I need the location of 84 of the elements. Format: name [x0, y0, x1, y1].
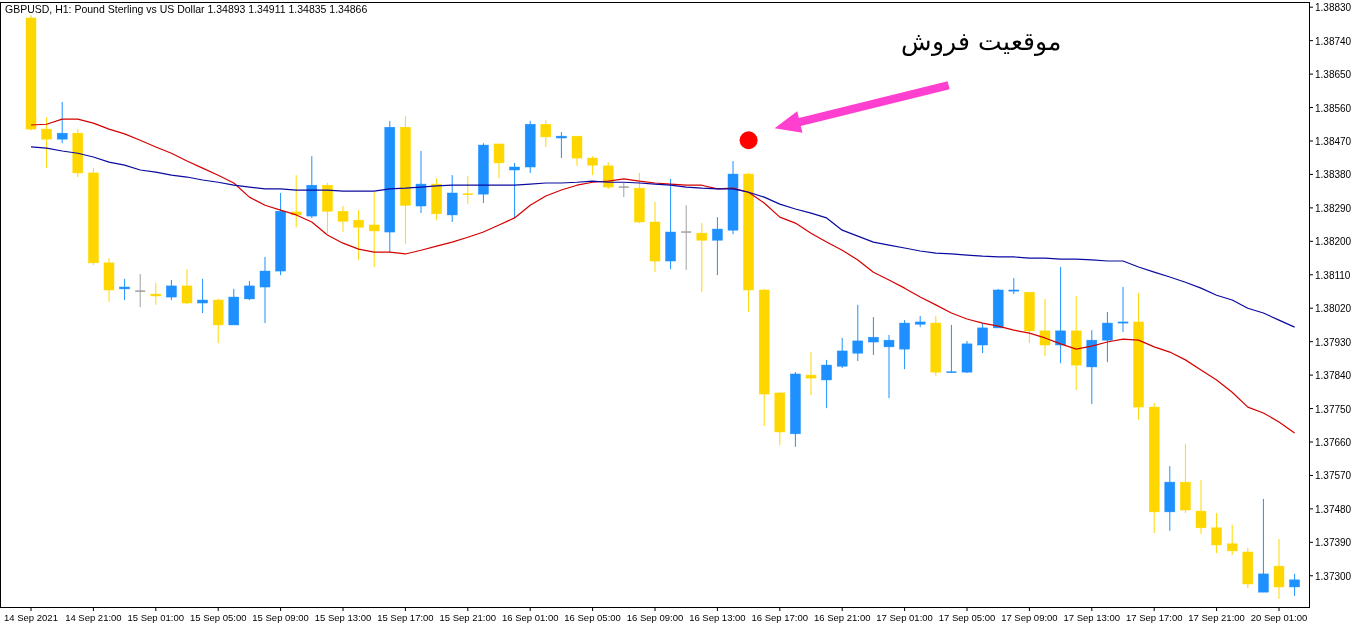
x-tick-label: 17 Sep 01:00	[876, 612, 933, 623]
x-tick-label: 20 Sep 01:00	[1250, 612, 1308, 623]
x-tick-label: 16 Sep 21:00	[813, 612, 871, 623]
y-tick-label: 1.38560	[1315, 102, 1352, 114]
candlestick	[836, 337, 848, 369]
candlestick	[945, 324, 958, 374]
x-tick-label: 16 Sep 09:00	[626, 612, 684, 623]
candlestick	[805, 351, 817, 396]
candlestick	[696, 222, 708, 293]
candlestick	[493, 143, 505, 179]
x-tick-label: 17 Sep 09:00	[1001, 612, 1058, 623]
y-tick-label: 1.38740	[1315, 35, 1352, 47]
y-tick-label: 1.38020	[1315, 303, 1352, 315]
y-tick-label: 1.38110	[1315, 269, 1351, 281]
y-tick-label: 1.37840	[1315, 370, 1352, 382]
x-tick-label: 17 Sep 05:00	[938, 612, 996, 623]
candlestick	[1195, 479, 1207, 535]
candlestick	[977, 322, 988, 354]
candlestick	[1289, 573, 1300, 597]
x-tick-label: 15 Sep 01:00	[127, 612, 185, 623]
candlestick	[166, 279, 177, 301]
chart-title: GBPUSD, H1: Pound Sterling vs US Dollar 1.34893 1.34911 1.34835 1.34866	[5, 3, 368, 15]
x-tick-label: 15 Sep 05:00	[189, 612, 247, 623]
candlestick	[462, 175, 474, 205]
candlestick	[540, 119, 552, 148]
candlestick	[181, 268, 193, 305]
candlestick	[1039, 298, 1051, 357]
y-tick-label: 1.38200	[1315, 236, 1352, 248]
candlestick	[290, 174, 302, 228]
x-tick-label: 16 Sep 05:00	[564, 612, 621, 623]
candlestick	[1226, 524, 1238, 556]
y-tick-label: 1.37750	[1315, 403, 1352, 415]
candlestick	[446, 174, 458, 223]
candlestick	[56, 101, 68, 144]
candlestick	[134, 273, 146, 308]
x-tick-label: 15 Sep 13:00	[314, 612, 372, 623]
candlestick	[883, 334, 895, 399]
x-tick-label: 16 Sep 13:00	[689, 612, 746, 623]
x-tick-label: 17 Sep 13:00	[1063, 612, 1121, 623]
candlestick	[41, 116, 52, 169]
candlestick	[415, 150, 427, 214]
candlestick	[680, 204, 692, 271]
candlestick	[197, 278, 208, 314]
candlestick	[556, 131, 567, 159]
candlestick	[368, 191, 380, 268]
y-tick-label: 1.37390	[1315, 537, 1352, 549]
y-tick-label: 1.37930	[1315, 336, 1352, 348]
candlestick	[1055, 266, 1066, 364]
candlestick	[1273, 538, 1285, 600]
y-tick-label: 1.37480	[1315, 503, 1352, 515]
candlestick	[509, 162, 520, 219]
candlestick	[119, 278, 130, 301]
x-tick-label: 15 Sep 17:00	[377, 612, 434, 623]
y-tick-label: 1.37660	[1315, 437, 1352, 448]
candlestick	[1258, 498, 1269, 593]
y-tick-label: 1.38650	[1315, 69, 1352, 81]
x-tick-label: 14 Sep 2021	[4, 612, 58, 623]
y-tick-label: 1.38470	[1315, 135, 1352, 147]
candlestick	[1211, 512, 1222, 554]
x-tick-label: 16 Sep 01:00	[501, 612, 559, 623]
candlestick	[821, 359, 832, 409]
x-tick-label: 16 Sep 17:00	[751, 612, 809, 623]
y-tick-label: 1.38830	[1315, 2, 1352, 14]
x-tick-label: 17 Sep 17:00	[1125, 612, 1183, 623]
x-tick-label: 17 Sep 21:00	[1188, 612, 1245, 623]
candlestick	[712, 216, 723, 276]
candlestick	[150, 282, 162, 306]
y-tick-label: 1.38380	[1315, 169, 1352, 181]
candlestick	[353, 209, 364, 261]
candlestick	[1102, 311, 1113, 363]
annotation: موقعیت فروش	[900, 27, 1061, 58]
candlestick	[259, 256, 271, 324]
x-tick-label: 15 Sep 09:00	[252, 612, 309, 623]
candlestick	[587, 155, 598, 176]
candlestick	[868, 316, 879, 356]
candlestick	[337, 205, 349, 233]
y-tick-label: 1.38290	[1315, 202, 1352, 214]
candlestick	[1117, 286, 1129, 333]
x-tick-label: 14 Sep 21:00	[65, 612, 122, 623]
y-tick-label: 1.37570	[1315, 470, 1352, 482]
y-tick-label: 1.37300	[1315, 570, 1352, 582]
x-tick-label: 15 Sep 21:00	[439, 612, 497, 623]
candlestick	[571, 135, 583, 167]
candlestick	[852, 304, 864, 362]
